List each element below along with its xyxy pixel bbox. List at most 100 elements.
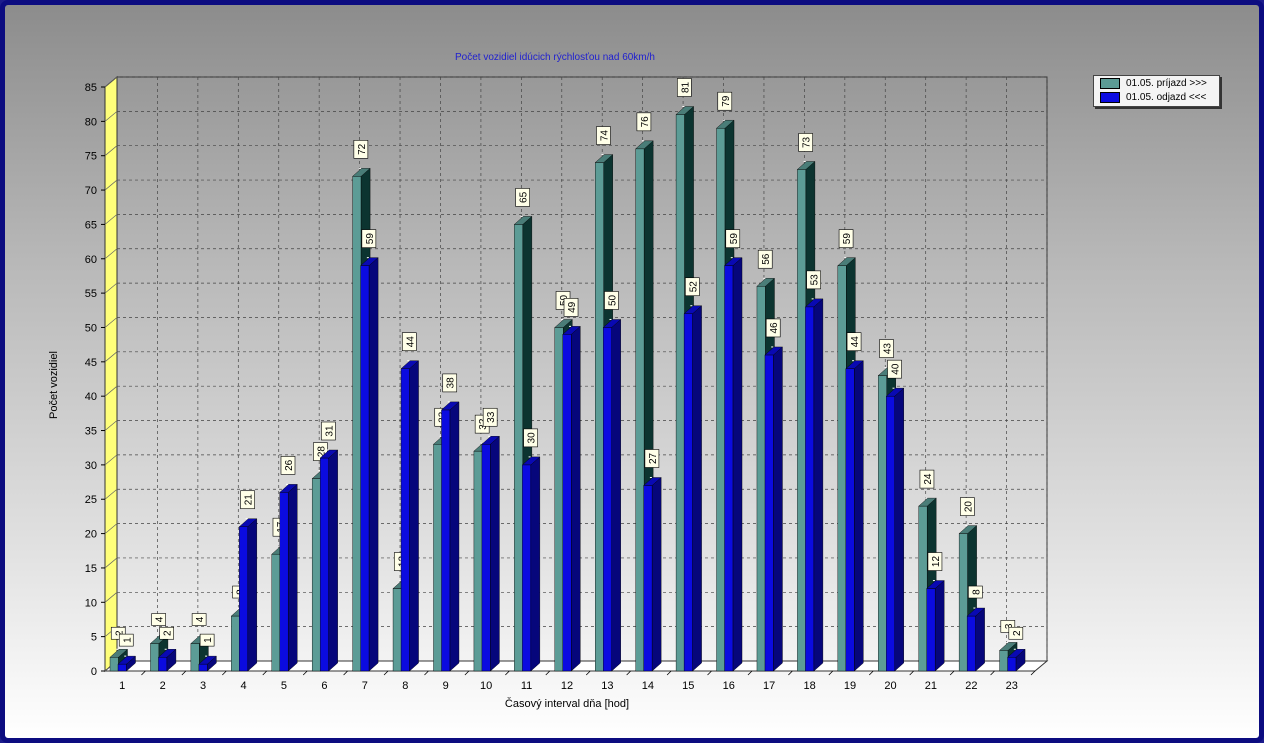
bar-front <box>400 368 410 672</box>
data-label-text: 76 <box>640 116 651 128</box>
data-label-text: 46 <box>769 322 780 334</box>
bar-side <box>449 401 460 672</box>
data-label-text: 38 <box>446 377 457 389</box>
data-label-box <box>515 188 530 207</box>
x-tick-mark <box>747 670 753 676</box>
bar-front <box>481 444 491 672</box>
bar-front <box>311 478 321 672</box>
bar-front <box>514 224 524 672</box>
left-wall <box>104 75 118 673</box>
data-label-box <box>968 585 983 599</box>
data-label-box <box>159 626 174 640</box>
bar-top <box>999 642 1018 651</box>
bar-side <box>288 483 298 672</box>
data-label-text: 20 <box>963 501 974 513</box>
bar-departure-17 <box>764 346 783 672</box>
x-tick-mark <box>868 670 874 676</box>
data-label: 2 <box>159 626 174 650</box>
x-tick-label: 22 <box>965 680 977 692</box>
bar-top <box>602 319 622 328</box>
bar-departure-23 <box>1007 648 1026 672</box>
data-label-text: 50 <box>607 294 618 306</box>
data-label: 33 <box>482 407 498 437</box>
data-label-box <box>604 291 619 310</box>
bar-side <box>530 456 541 672</box>
grid-depth-line <box>104 523 118 534</box>
data-label: 2 <box>1008 626 1024 650</box>
x-tick-label: 13 <box>601 680 613 692</box>
data-label: 73 <box>798 133 813 162</box>
data-label-box <box>563 298 579 317</box>
bar-front <box>319 457 329 672</box>
data-label-box <box>199 633 215 647</box>
bar-side <box>894 387 904 672</box>
data-label-box <box>838 229 854 248</box>
x-tick-mark <box>909 670 914 676</box>
data-label: 52 <box>685 277 700 307</box>
grid-depth-line <box>104 317 118 328</box>
bar-top <box>554 319 573 328</box>
bar-top <box>926 580 945 589</box>
grid-depth-line <box>104 420 118 431</box>
x-tick-mark <box>505 670 510 676</box>
bar-top <box>594 154 614 163</box>
x-tick-mark <box>707 670 712 676</box>
data-label: 59 <box>361 229 377 259</box>
bar-departure-15 <box>683 305 703 672</box>
x-tick-label: 18 <box>803 680 815 692</box>
data-label: 12 <box>927 552 943 582</box>
grid-depth-line <box>104 282 118 294</box>
bar-front <box>158 657 168 672</box>
bar-side <box>692 305 702 672</box>
data-label-text: 1 <box>203 637 214 643</box>
x-tick-label: 10 <box>480 680 492 692</box>
bar-departure-13 <box>602 319 622 672</box>
bar-front <box>724 265 734 672</box>
data-label: 74 <box>596 126 611 156</box>
bar-front <box>360 265 370 672</box>
x-tick-label: 12 <box>561 680 573 692</box>
bar-front <box>595 162 604 672</box>
bar-departure-12 <box>562 325 581 672</box>
bar-side <box>328 449 338 672</box>
bar-top <box>400 360 420 369</box>
bar-top <box>352 168 371 177</box>
x-tick-label: 6 <box>321 680 327 692</box>
bar-front <box>562 334 572 672</box>
bar-top <box>360 257 379 266</box>
bars: 2142418211726283172591244333832336530504… <box>109 78 1026 672</box>
bar-top <box>796 161 816 170</box>
data-label: 24 <box>919 469 935 499</box>
bar-front <box>886 395 895 672</box>
bar-side <box>975 607 985 672</box>
data-label: 79 <box>717 91 733 121</box>
data-label-box <box>401 332 417 351</box>
x-tick-mark <box>666 670 672 676</box>
data-label-box <box>361 229 377 248</box>
grid-depth-line <box>104 248 118 260</box>
y-tick-label: 15 <box>85 563 97 575</box>
x-tick-mark <box>141 670 146 676</box>
bar-departure-20 <box>885 387 905 672</box>
x-tick-mark <box>302 670 308 676</box>
bar-chart-3d: Počet vozidiel idúcich rýchlosťou nad 60… <box>48 52 1049 710</box>
bar-departure-19 <box>845 360 864 672</box>
x-tick-label: 17 <box>763 680 775 692</box>
grid-depth-line <box>104 111 118 122</box>
bar-departure-22 <box>966 607 986 672</box>
bar-front <box>117 663 127 672</box>
data-label-text: 28 <box>316 446 327 458</box>
data-label-text: 59 <box>729 233 740 245</box>
x-tick-mark <box>222 670 227 676</box>
grid-depth-line <box>104 385 118 397</box>
data-label-text: 56 <box>761 253 772 265</box>
legend-item-arrival: 01.05. príjazd >>> <box>1094 76 1219 90</box>
bar-top <box>279 484 298 493</box>
y-tick-label: 85 <box>85 82 97 94</box>
x-tick-mark <box>788 670 793 676</box>
data-label-box <box>846 332 862 351</box>
bar-top <box>675 106 695 115</box>
bar-top <box>643 477 662 486</box>
bar-top <box>837 257 856 266</box>
